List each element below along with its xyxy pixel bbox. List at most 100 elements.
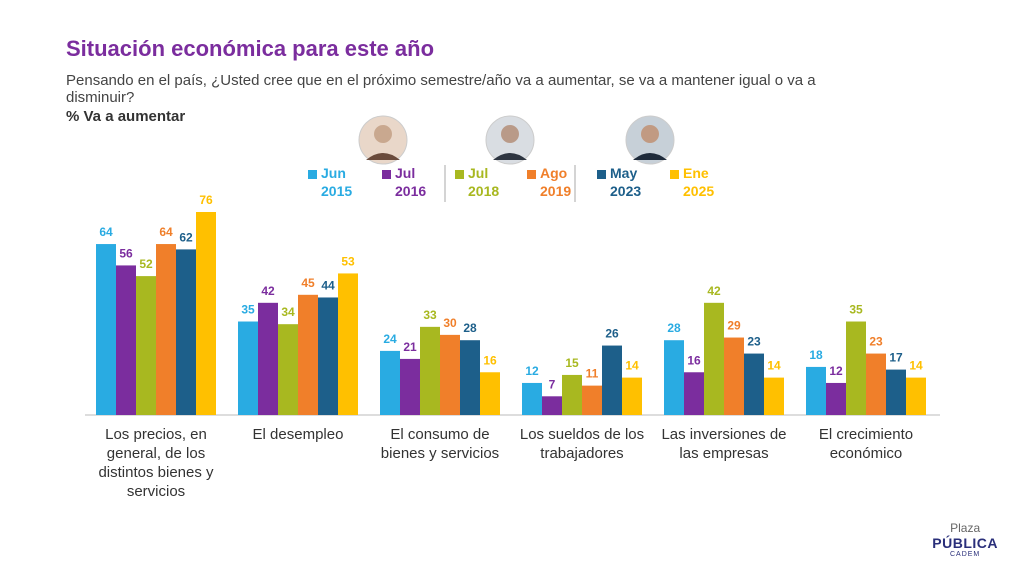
data-label: 23 — [747, 335, 761, 349]
legend-label: Jun 2015 — [321, 165, 353, 199]
bar — [886, 369, 906, 415]
bar — [176, 249, 196, 415]
chart-subtitle: Pensando en el país, ¿Usted cree que en … — [66, 72, 816, 106]
bar — [136, 276, 156, 415]
data-label: 35 — [849, 303, 863, 317]
legend-swatch — [455, 170, 464, 179]
bar — [400, 358, 420, 415]
data-label: 12 — [525, 364, 539, 378]
portrait — [485, 115, 535, 165]
x-tick-label: Las inversiones de las empresas — [661, 426, 787, 462]
bar — [460, 340, 480, 415]
bar — [866, 353, 886, 415]
bar — [440, 334, 460, 415]
legend-label: Ago 2019 — [540, 165, 572, 199]
legend-label: Jul 2018 — [468, 165, 500, 199]
data-label: 42 — [261, 284, 275, 298]
bar — [826, 382, 846, 415]
bar — [298, 294, 318, 415]
data-label: 33 — [423, 308, 437, 322]
metric-label: % Va a aumentar — [66, 108, 186, 125]
data-label: 30 — [443, 316, 457, 330]
legend-swatch — [670, 170, 679, 179]
bar — [318, 297, 338, 415]
bar — [764, 377, 784, 415]
data-label: 16 — [687, 353, 701, 367]
bar — [480, 372, 500, 415]
bar — [338, 273, 358, 415]
data-label: 28 — [463, 321, 477, 335]
bar — [582, 385, 602, 415]
x-tick-label: Los sueldos de los trabajadores — [519, 426, 645, 462]
bar — [542, 396, 562, 415]
logo-text: CADEM — [949, 551, 981, 558]
chart-title: Situación económica para este año — [66, 36, 435, 61]
legend-label: May 2023 — [610, 165, 642, 199]
data-label: 45 — [301, 276, 315, 290]
legend-swatch — [382, 170, 391, 179]
data-label: 11 — [586, 367, 599, 381]
data-label: 42 — [707, 284, 721, 298]
bar — [602, 345, 622, 415]
portrait — [625, 115, 675, 165]
logo-text: PÚBLICA — [932, 535, 998, 551]
bar — [704, 302, 724, 415]
bar — [906, 377, 926, 415]
bar — [278, 324, 298, 415]
bar — [380, 350, 400, 415]
legend-swatch — [308, 170, 317, 179]
data-label: 76 — [199, 193, 213, 207]
bar — [562, 374, 582, 415]
legend-swatch — [597, 170, 606, 179]
portrait — [358, 115, 408, 165]
bar — [622, 377, 642, 415]
bar — [238, 321, 258, 415]
data-label: 52 — [139, 257, 153, 271]
data-label: 7 — [549, 377, 556, 391]
bar — [522, 382, 542, 415]
data-label: 28 — [667, 321, 681, 335]
data-label: 14 — [767, 359, 781, 373]
bar — [724, 337, 744, 415]
logo-text: Plaza — [950, 521, 981, 535]
bar — [684, 372, 704, 415]
data-label: 16 — [483, 353, 497, 367]
data-label: 26 — [605, 327, 619, 341]
bar — [846, 321, 866, 415]
data-label: 35 — [241, 303, 255, 317]
data-label: 64 — [99, 225, 113, 239]
x-tick-label: El crecimiento económico — [818, 426, 914, 462]
bar — [156, 244, 176, 415]
data-label: 44 — [321, 278, 335, 292]
x-tick-label: Los precios, en general, de los distinto… — [98, 426, 214, 500]
logo: Plaza PÚBLICA CADEM — [932, 521, 998, 558]
x-tick-label: El consumo de bienes y servicios — [380, 426, 500, 462]
data-label: 34 — [281, 305, 295, 319]
bar — [116, 265, 136, 415]
bar — [258, 302, 278, 415]
bar — [806, 366, 826, 415]
data-label: 14 — [909, 359, 923, 373]
data-label: 62 — [179, 230, 193, 244]
x-tick-label: El desempleo — [252, 426, 344, 443]
bar — [744, 353, 764, 415]
data-label: 12 — [829, 364, 843, 378]
data-label: 18 — [809, 348, 823, 362]
data-label: 17 — [889, 351, 903, 365]
bar — [96, 244, 116, 415]
bar — [196, 212, 216, 415]
bar — [420, 326, 440, 415]
data-label: 53 — [341, 254, 355, 268]
data-label: 56 — [119, 246, 133, 260]
data-label: 14 — [625, 359, 639, 373]
data-label: 24 — [383, 332, 397, 346]
data-label: 23 — [869, 335, 883, 349]
data-label: 15 — [565, 356, 579, 370]
legend-label: Ene 2025 — [683, 165, 715, 199]
data-label: 21 — [403, 340, 417, 354]
data-label: 64 — [159, 225, 173, 239]
bar — [664, 340, 684, 415]
legend-label: Jul 2016 — [395, 165, 427, 199]
